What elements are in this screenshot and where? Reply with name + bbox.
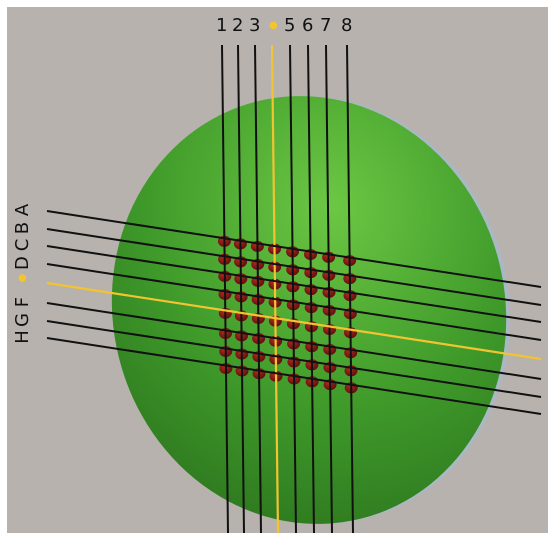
column-label-highlight-marker: ● — [269, 20, 278, 31]
column-label: 8 — [341, 15, 353, 36]
row-label-highlight-marker: ● — [17, 273, 28, 283]
row-line-8 — [46, 337, 542, 415]
row-line-6 — [46, 302, 542, 380]
row-line-3 — [46, 245, 542, 323]
row-line-4 — [46, 263, 542, 341]
row-label: C — [12, 238, 33, 252]
row-label: F — [12, 296, 33, 308]
crossed-line-array-diagram — [46, 44, 542, 533]
row-label: H — [12, 330, 33, 344]
row-line-highlighted — [46, 281, 542, 361]
column-label: 6 — [302, 15, 314, 36]
column-label: 2 — [232, 15, 244, 36]
column-line-6 — [307, 44, 315, 533]
column-line-3 — [254, 44, 262, 533]
column-line-highlighted — [270, 44, 280, 533]
column-label: 1 — [216, 15, 228, 36]
column-label: 3 — [249, 15, 261, 36]
column-label: 5 — [284, 15, 296, 36]
row-label: A — [12, 203, 33, 217]
column-line-1 — [221, 44, 229, 533]
row-line-7 — [46, 320, 542, 398]
column-lines — [221, 44, 354, 533]
column-line-5 — [289, 44, 297, 533]
column-line-8 — [346, 44, 354, 533]
row-lines — [46, 210, 542, 415]
row-line-1 — [46, 210, 542, 288]
row-line-2 — [46, 228, 542, 306]
column-line-2 — [237, 44, 245, 533]
column-label: 7 — [320, 15, 332, 36]
diagram-canvas: 1 2 3 ● 5 6 7 8 A B C D ● F G H — [7, 7, 548, 533]
